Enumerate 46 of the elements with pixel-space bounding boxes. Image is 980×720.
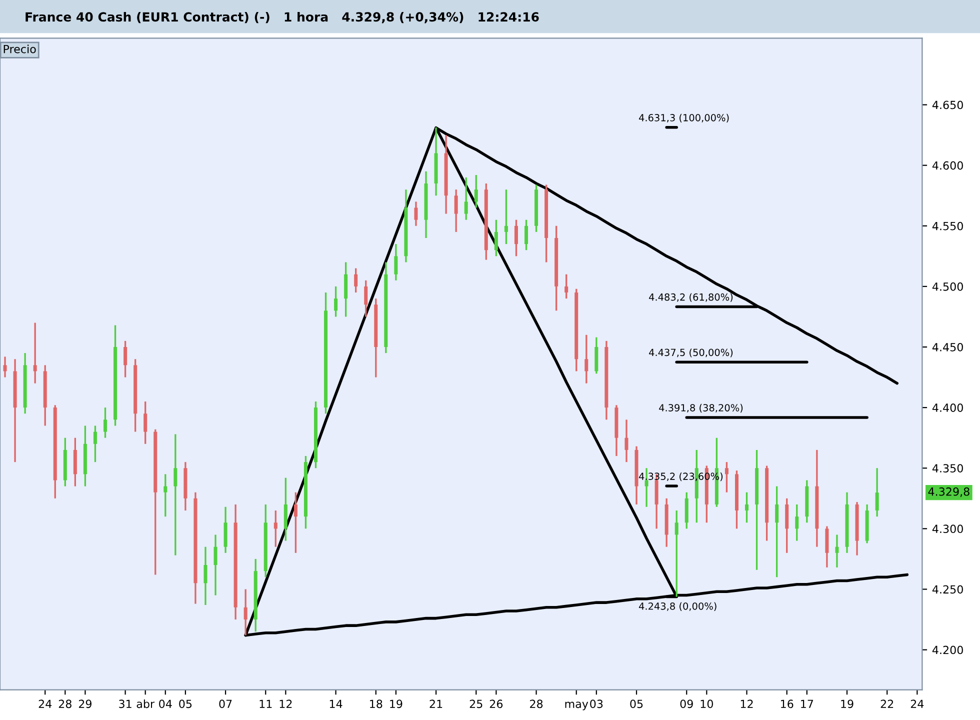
y-tick-label: 4.650	[932, 100, 963, 110]
x-tick-label: may	[565, 702, 588, 710]
x-tick-label: 11	[260, 700, 272, 708]
x-tick-label: 22	[880, 700, 894, 708]
x-tick-label: 24	[38, 700, 52, 708]
x-tick-label: 19	[841, 700, 854, 708]
x-tick-label: 21	[430, 700, 442, 708]
y-tick-label: 4.500	[932, 282, 963, 291]
x-tick-label: 12	[740, 700, 753, 708]
x-tick-label: 14	[330, 700, 342, 708]
y-tick-label: 4.600	[932, 161, 963, 170]
x-tick-label: 17	[801, 700, 814, 708]
y-tick-label: 4.250	[932, 585, 963, 594]
x-tick-label: 29	[78, 700, 92, 708]
y-tick-label: 4.200	[932, 646, 963, 654]
x-tick-label: 26	[490, 700, 503, 708]
x-tick-label: 07	[219, 700, 232, 708]
y-tick-label: 4.400	[932, 404, 963, 412]
chart-title: France 40 Cash (EUR1 Contract) (-) 1 hora 4.329,8 (+0,34%) 12:24:16	[26, 12, 539, 24]
series-label: 4.483,2 (61,80%)	[649, 293, 733, 302]
x-tick-label: 05	[179, 700, 192, 708]
series-label: 4.391,8 (38,20%)	[659, 404, 743, 413]
y-tick-label: 4.450	[932, 342, 963, 352]
series-label: 4.437,5 (50,00%)	[649, 348, 733, 358]
x-tick-label: 24	[910, 700, 924, 708]
y-tick-label: 4.300	[932, 524, 963, 534]
x-tick-label: 09	[680, 700, 693, 708]
x-tick-label: 04	[159, 700, 172, 708]
x-tick-label: 05	[630, 700, 643, 708]
annotation: Precio	[4, 44, 36, 54]
x-tick-label: 19	[390, 700, 402, 708]
text: 4.329,8	[928, 487, 970, 497]
y-tick-label: 4.350	[932, 464, 963, 472]
x-tick-label: abr	[136, 699, 155, 708]
x-tick-label: 03	[590, 700, 603, 708]
x-tick-label: 28	[58, 700, 72, 708]
y-tick-label: 4.550	[932, 222, 963, 230]
x-tick-label: 25	[470, 700, 482, 708]
x-tick-label: 12	[280, 700, 292, 708]
series-label: 4.243,8 (0,00%)	[638, 602, 716, 611]
series-label: 4.631,3 (100,00%)	[638, 114, 729, 123]
x-tick-label: 18	[370, 700, 382, 708]
x-tick-label: 10	[700, 700, 713, 708]
x-tick-label: 28	[530, 700, 543, 708]
x-tick-label: 31	[119, 700, 132, 708]
x-tick-label: 16	[781, 700, 794, 708]
